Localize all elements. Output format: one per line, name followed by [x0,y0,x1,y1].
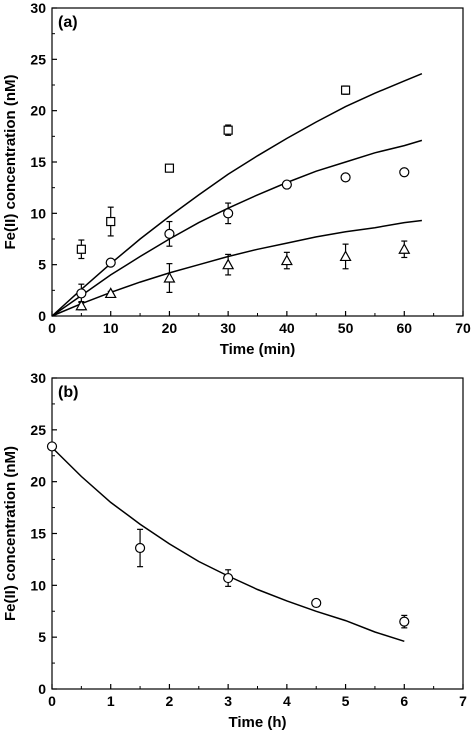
data-point-circle [223,572,234,584]
y-tick-label: 30 [30,0,46,16]
data-point-circle [46,441,58,452]
x-tick-label: 30 [220,320,236,336]
data-point-square [106,216,116,227]
data-point-circle [281,179,292,190]
y-tick-label: 15 [30,154,46,170]
y-tick-label: 20 [30,474,46,490]
x-tick-label: 5 [342,693,350,709]
fit-curve [51,219,422,317]
data-point-triangle [163,271,176,283]
x-tick-label: 1 [107,693,115,709]
y-tick-label: 5 [38,629,46,645]
panel-a: 0 10 20 30 40 50 60 70 0 5 10 15 20 25 30 Time (min) Fe(… [2,0,471,358]
x-tick-label: 3 [224,693,232,709]
data-point-square [76,244,86,254]
data-point-square [340,85,351,95]
data-point-square [223,125,233,135]
x-tick-label: 6 [400,693,408,709]
fit-curve [51,139,423,317]
panel-label: (b) [58,384,78,401]
x-tick-label: 40 [279,320,295,336]
panel-b: 0 1 2 3 4 5 6 7 0 5 10 15 20 25 30 Time (h) Fe(II) conce… [2,370,467,731]
data-point-triangle [104,287,117,299]
data-point-triangle [222,258,235,270]
x-tick-label: 0 [48,320,56,336]
y-tick-label: 25 [30,422,46,438]
y-tick-label: 30 [30,370,46,386]
fit-curve [51,73,423,317]
data-point-circle [105,257,116,268]
data-point-triangle [398,243,411,254]
y-tick-label: 20 [30,103,46,119]
x-tick-label: 20 [162,320,178,336]
data-point-circle [399,616,410,627]
data-point-circle [399,167,410,178]
data-point-square [164,163,175,173]
data-point-circle [164,228,175,239]
y-tick-label: 15 [30,526,46,542]
x-tick-label: 0 [48,693,56,709]
x-tick-label: 50 [338,320,354,336]
fit-curve [51,446,405,643]
panel-label: (a) [58,14,78,31]
x-tick-label: 70 [455,320,471,336]
y-tick-label: 10 [30,205,46,221]
data-point-circle [134,542,146,554]
data-point-circle [76,288,87,299]
y-tick-label: 5 [38,257,46,273]
y-tick-label: 10 [30,577,46,593]
plot-frame [51,7,464,317]
x-tick-label: 7 [459,693,467,709]
x-tick-label: 4 [283,693,291,709]
x-tick-label: 2 [166,693,174,709]
data-point-triangle [280,254,293,266]
data-point-circle [340,172,351,183]
plot-frame [51,377,464,690]
y-tick-label: 25 [30,51,46,67]
data-point-triangle [75,299,88,311]
x-axis-label: Time (h) [228,714,286,731]
y-axis-label: Fe(II) concentration (nM) [2,446,19,621]
data-point-circle [311,597,322,609]
y-tick-label: 0 [38,308,46,324]
x-axis-label: Time (min) [220,341,296,358]
data-point-circle [223,208,234,219]
y-tick-label: 0 [38,681,46,697]
data-point-triangle [339,250,352,262]
y-axis-label: Fe(II) concentration (nM) [2,75,19,250]
x-tick-label: 10 [103,320,119,336]
x-tick-label: 60 [396,320,412,336]
